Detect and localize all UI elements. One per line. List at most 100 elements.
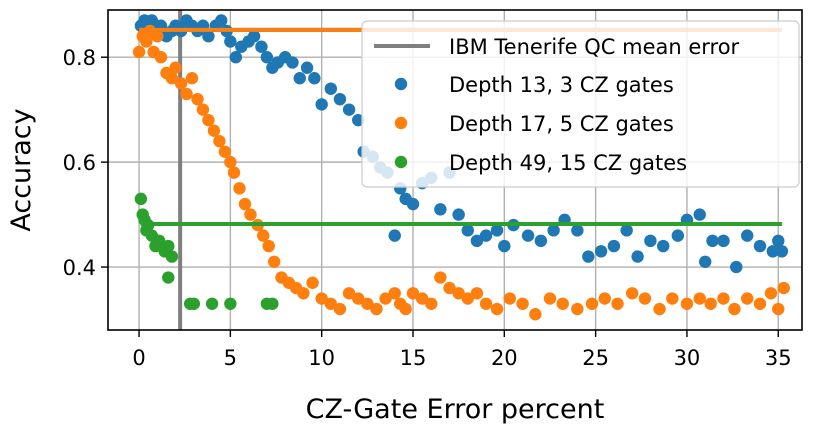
data-point-series-1 (717, 292, 730, 305)
data-point-series-1 (415, 292, 429, 305)
data-point-series-0 (693, 208, 706, 221)
data-point-series-1 (352, 292, 365, 305)
data-point-series-0 (582, 250, 595, 263)
data-point-series-1 (443, 281, 456, 295)
data-point-series-1 (399, 302, 412, 316)
data-point-series-0 (224, 35, 237, 48)
data-point-series-1 (704, 297, 717, 310)
data-point-series-1 (244, 208, 257, 221)
data-point-series-1 (224, 155, 237, 169)
data-point-series-2 (152, 234, 166, 248)
data-point-series-1 (516, 297, 529, 310)
data-point-series-0 (229, 51, 243, 64)
data-point-series-0 (300, 61, 314, 74)
data-point-series-1 (361, 297, 374, 310)
data-point-series-1 (625, 287, 639, 300)
data-point-series-2 (187, 297, 201, 310)
data-point-series-1 (653, 302, 666, 316)
data-point-series-0 (644, 234, 657, 248)
legend-label-reference: IBM Tenerife QC mean error (449, 35, 740, 59)
data-point-series-1 (490, 302, 504, 316)
data-point-series-1 (262, 239, 275, 253)
data-point-series-1 (452, 287, 465, 300)
data-point-series-1 (196, 103, 210, 116)
y-axis-label: Accuracy (6, 108, 37, 231)
legend: IBM Tenerife QC mean error Depth 13, 3 C… (361, 20, 800, 188)
data-point-series-0 (255, 40, 268, 53)
data-point-series-0 (547, 224, 560, 237)
data-point-series-0 (741, 229, 754, 242)
data-point-series-0 (247, 30, 261, 43)
data-point-series-0 (145, 14, 159, 27)
data-point-series-0 (730, 260, 743, 274)
data-point-series-0 (594, 245, 608, 258)
data-point-series-1 (571, 302, 584, 316)
data-point-series-1 (434, 271, 447, 284)
data-point-series-1 (666, 292, 679, 305)
data-point-series-1 (227, 166, 241, 179)
data-point-series-1 (233, 182, 246, 195)
data-point-series-2 (162, 271, 175, 284)
data-point-series-0 (498, 239, 511, 253)
data-point-series-0 (607, 239, 621, 253)
data-point-series-1 (764, 287, 778, 300)
data-point-series-0 (717, 234, 730, 248)
y-tick-label: 0.4 (63, 256, 96, 280)
legend-label-depth13: Depth 13, 3 CZ gates (449, 73, 674, 97)
data-point-series-0 (671, 229, 685, 242)
data-point-series-1 (585, 297, 599, 310)
data-point-series-0 (470, 234, 484, 248)
data-point-series-1 (297, 287, 310, 300)
data-point-series-1 (611, 297, 624, 310)
data-points (132, 14, 790, 321)
data-point-series-0 (215, 14, 228, 27)
x-tick-label: 35 (765, 346, 792, 370)
data-point-series-1 (132, 45, 146, 59)
x-axis-label: CZ-Gate Error percent (306, 394, 605, 425)
data-point-series-1 (315, 292, 328, 305)
data-point-series-0 (521, 229, 535, 242)
data-point-series-2 (205, 297, 219, 310)
data-point-series-1 (213, 134, 226, 148)
data-point-series-1 (379, 292, 392, 305)
legend-marker-depth13 (394, 77, 408, 91)
data-point-series-1 (370, 302, 383, 316)
data-point-series-1 (202, 113, 215, 127)
data-point-series-1 (777, 281, 790, 295)
data-point-series-0 (766, 245, 779, 258)
data-point-series-1 (479, 297, 493, 310)
data-point-series-0 (342, 103, 356, 116)
data-point-series-0 (333, 92, 347, 106)
x-tick-label: 25 (582, 346, 609, 370)
data-point-series-0 (293, 71, 306, 85)
data-point-series-1 (238, 197, 252, 211)
x-tick-label: 30 (674, 346, 701, 370)
data-point-series-1 (753, 297, 767, 310)
data-point-series-0 (571, 224, 584, 237)
data-point-series-0 (699, 255, 712, 269)
data-point-series-1 (185, 71, 199, 85)
data-point-series-0 (620, 224, 633, 237)
data-point-series-0 (479, 229, 493, 242)
data-point-series-1 (425, 297, 438, 310)
data-point-series-1 (529, 308, 542, 321)
data-point-series-0 (452, 208, 465, 221)
data-point-series-1 (470, 287, 484, 300)
data-point-series-0 (324, 82, 338, 95)
data-point-series-2 (162, 239, 175, 253)
data-point-series-0 (352, 113, 365, 127)
data-point-series-2 (266, 297, 279, 310)
data-point-series-1 (598, 292, 611, 305)
x-tick-label: 0 (132, 346, 145, 370)
y-tick-label: 0.6 (63, 151, 96, 175)
data-point-series-1 (693, 292, 706, 305)
data-point-series-0 (706, 234, 719, 248)
data-point-series-1 (680, 297, 694, 310)
data-point-series-1 (503, 292, 516, 305)
data-point-series-0 (202, 30, 215, 43)
data-point-series-1 (267, 255, 281, 269)
data-point-series-1 (207, 124, 221, 137)
data-point-series-0 (631, 250, 644, 263)
data-point-series-1 (218, 145, 232, 158)
data-point-series-0 (434, 203, 447, 216)
